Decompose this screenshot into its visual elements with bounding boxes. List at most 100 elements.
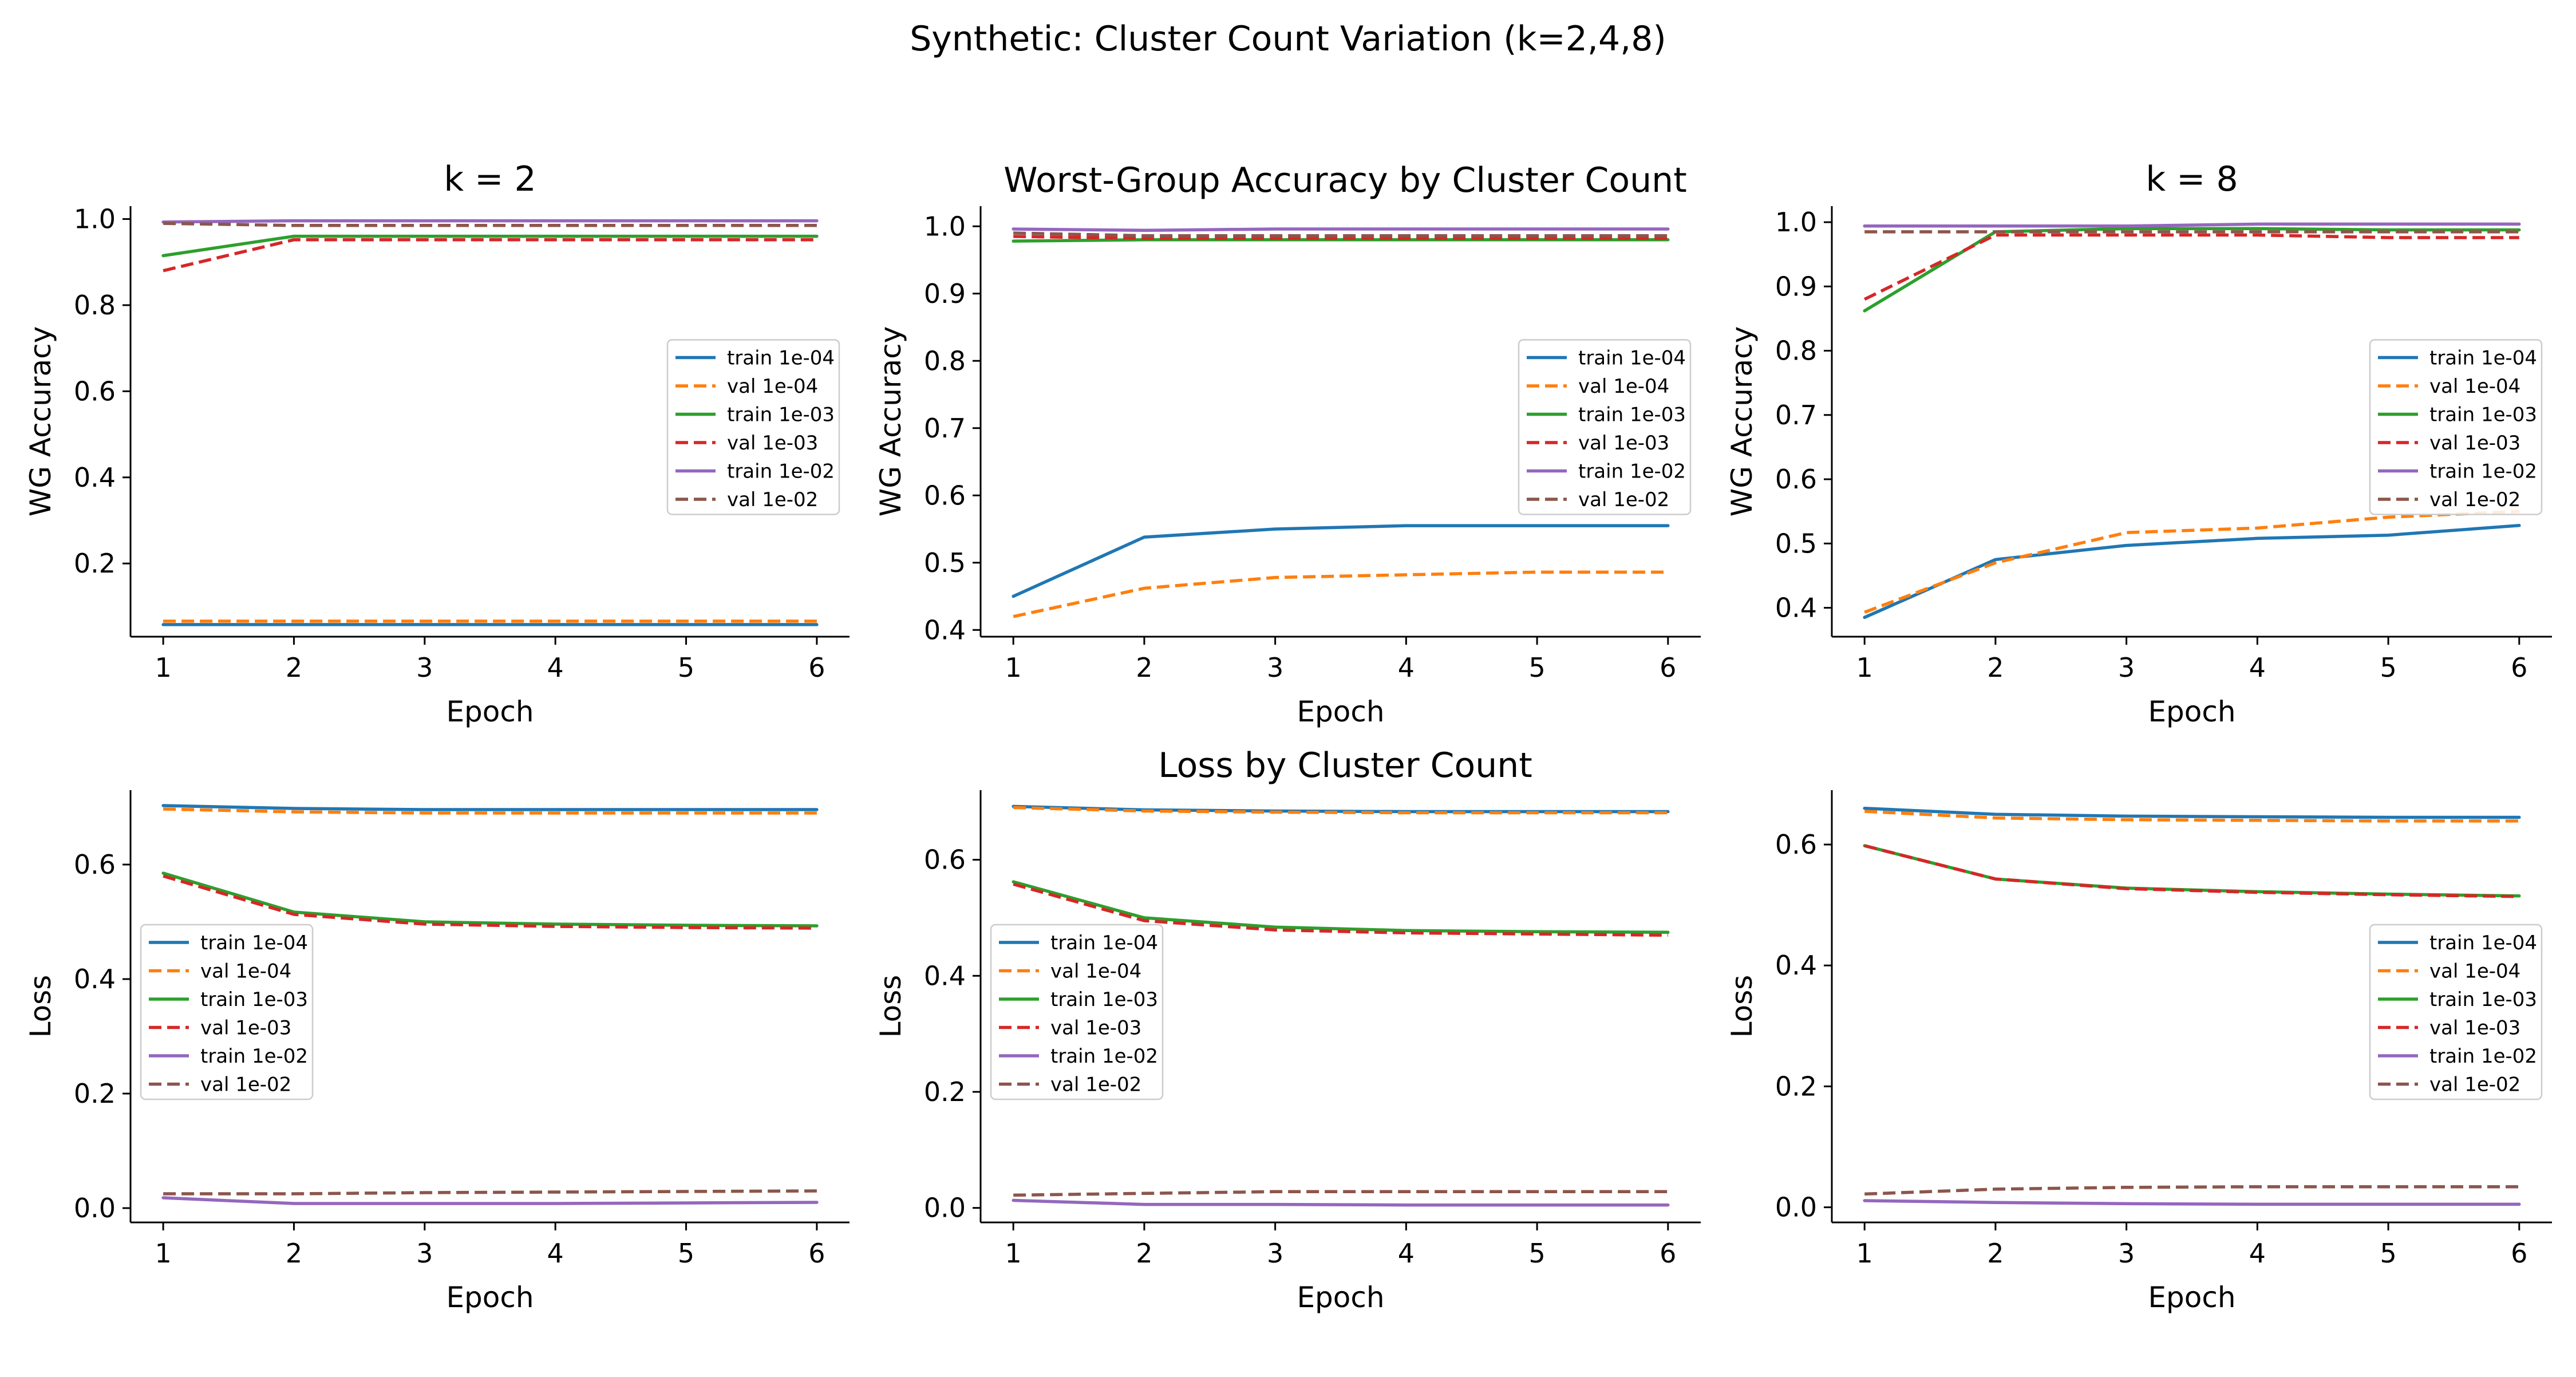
x-tick-label: 2 — [286, 1238, 302, 1269]
y-tick-label: 0.5 — [1775, 528, 1817, 559]
y-axis-label: WG Accuracy — [1725, 326, 1759, 516]
panel-title: k = 8 — [2146, 159, 2238, 199]
y-tick-label: 0.8 — [924, 345, 966, 376]
chart-panel-6: 1 2 3 4 5 6 0.0 0.2 0.4 0.6 Epoch Loss train 1e-04 va… — [1725, 790, 2552, 1314]
x-tick-label: 5 — [2380, 1238, 2396, 1269]
legend-label: train 1e-03 — [2429, 404, 2537, 427]
x-tick-label: 3 — [2118, 652, 2135, 683]
y-tick-label: 0.7 — [924, 413, 966, 444]
x-tick-label: 2 — [1987, 652, 2004, 683]
legend-label: val 1e-02 — [2429, 1074, 2520, 1096]
y-tick-label: 0.8 — [74, 290, 116, 321]
x-tick-label: 5 — [2380, 652, 2396, 683]
legend-label: val 1e-04 — [2429, 960, 2520, 983]
legend-label: val 1e-03 — [727, 432, 818, 455]
chart-panel-5: 1 2 3 4 5 6 0.0 0.2 0.4 0.6 Epoch Loss train 1e-04 va… — [874, 790, 1701, 1314]
legend: train 1e-04 val 1e-04 train 1e-03 val 1e-03… — [666, 339, 840, 515]
series-line-train-1e-04 — [161, 804, 819, 811]
x-tick-label: 6 — [1660, 1238, 1676, 1269]
x-tick-label: 2 — [1136, 1238, 1152, 1269]
legend-label: train 1e-02 — [200, 1045, 308, 1068]
legend-label: val 1e-03 — [2429, 432, 2520, 455]
legend-label: train 1e-02 — [727, 460, 835, 483]
row-title-accuracy: Worst-Group Accuracy by Cluster Count — [1003, 160, 1686, 200]
legend: train 1e-04 val 1e-04 train 1e-03 val 1e-03… — [2369, 339, 2543, 515]
legend-label: train 1e-03 — [1050, 988, 1158, 1011]
chart-panel-2: 1 2 3 4 5 6 0.4 0.5 0.6 0.7 0.8 0.9 1.0 Epoch WG Accur… — [874, 206, 1701, 728]
legend-label: train 1e-04 — [2429, 932, 2537, 954]
legend-label: train 1e-02 — [1578, 460, 1686, 483]
x-tick-label: 2 — [1136, 652, 1152, 683]
legend-label: train 1e-03 — [727, 404, 835, 427]
y-tick-label: 0.4 — [1775, 950, 1817, 981]
y-tick-label: 0.2 — [924, 1076, 966, 1107]
y-tick-label: 0.4 — [74, 964, 116, 995]
x-tick-label: 3 — [1267, 1238, 1283, 1269]
legend: train 1e-04 val 1e-04 train 1e-03 val 1e-03… — [1518, 339, 1692, 515]
legend-label: val 1e-03 — [1578, 432, 1669, 455]
x-tick-label: 3 — [2118, 1238, 2135, 1269]
y-tick-label: 0.6 — [1775, 464, 1817, 495]
y-tick-label: 1.0 — [1775, 207, 1817, 238]
legend-label: train 1e-04 — [1050, 932, 1158, 954]
chart-panel-1: k = 2 1 2 3 4 5 6 0.2 0.4 0.6 0.8 1.0 Epoch WG Accura… — [24, 159, 850, 728]
series-line-train-1e-02 — [1012, 1198, 1670, 1207]
x-tick-label: 6 — [1660, 652, 1676, 683]
series-line-val-1e-03 — [163, 238, 817, 273]
y-tick-label: 0.6 — [924, 845, 966, 875]
series-line-train-1e-03 — [1012, 238, 1670, 243]
series-line-val-1e-04 — [1013, 570, 1668, 618]
legend-label: val 1e-03 — [1050, 1017, 1141, 1040]
x-tick-label: 2 — [1987, 1238, 2004, 1269]
y-tick-label: 0.2 — [74, 1078, 116, 1109]
y-tick-label: 0.4 — [924, 960, 966, 991]
series-line-train-1e-02 — [161, 1196, 819, 1205]
x-tick-label: 5 — [678, 1238, 694, 1269]
y-tick-label: 0.9 — [1775, 271, 1817, 302]
x-tick-label: 1 — [1005, 652, 1022, 683]
legend-label: val 1e-04 — [727, 375, 818, 398]
x-tick-label: 4 — [547, 652, 564, 683]
x-axis-label: Epoch — [1297, 695, 1384, 728]
x-axis-label: Epoch — [446, 695, 534, 728]
x-tick-label: 4 — [547, 1238, 564, 1269]
x-tick-label: 3 — [416, 652, 433, 683]
x-tick-label: 3 — [1267, 652, 1283, 683]
legend-label: train 1e-03 — [1578, 404, 1686, 427]
chart-panel-3: k = 8 1 2 3 4 5 6 0.4 0.5 0.6 0.7 0.8 0.9 1.0 Epoch WG … — [1725, 159, 2552, 728]
series-line-val-1e-03 — [1013, 882, 1668, 937]
y-tick-label: 0.2 — [74, 548, 116, 579]
y-tick-label: 0.8 — [1775, 336, 1817, 366]
legend-label: val 1e-04 — [1578, 375, 1669, 398]
x-tick-label: 4 — [1398, 1238, 1415, 1269]
x-tick-label: 1 — [1856, 652, 1873, 683]
series-line-train-1e-04 — [1863, 806, 2521, 819]
series-line-train-1e-02 — [1863, 1199, 2521, 1206]
legend: train 1e-04 val 1e-04 train 1e-03 val 1e-03… — [990, 924, 1164, 1100]
legend-label: train 1e-04 — [1578, 347, 1686, 370]
y-tick-label: 0.4 — [1775, 592, 1817, 623]
x-tick-label: 6 — [2511, 652, 2527, 683]
y-tick-label: 0.5 — [924, 547, 966, 578]
legend-label: val 1e-04 — [1050, 960, 1141, 983]
x-tick-label: 5 — [1528, 1238, 1545, 1269]
y-tick-label: 0.7 — [1775, 400, 1817, 431]
series-line-val-1e-03 — [1864, 844, 2519, 898]
x-axis-label: Epoch — [2148, 695, 2235, 728]
legend-label: val 1e-02 — [2429, 488, 2520, 511]
y-axis-label: Loss — [1725, 975, 1759, 1038]
legend-label: train 1e-04 — [727, 347, 835, 370]
y-tick-label: 0.0 — [924, 1193, 966, 1224]
series-line-train-1e-03 — [1012, 880, 1670, 934]
y-tick-label: 0.0 — [1775, 1192, 1817, 1223]
x-tick-label: 4 — [1398, 652, 1415, 683]
row-title-loss: Loss by Cluster Count — [1158, 745, 1532, 786]
x-tick-label: 1 — [1856, 1238, 1873, 1269]
legend-label: train 1e-04 — [200, 932, 308, 954]
legend-label: val 1e-04 — [2429, 375, 2520, 398]
legend-label: train 1e-04 — [2429, 347, 2537, 370]
series-line-val-1e-03 — [1863, 233, 2519, 301]
y-tick-label: 1.0 — [924, 211, 966, 242]
